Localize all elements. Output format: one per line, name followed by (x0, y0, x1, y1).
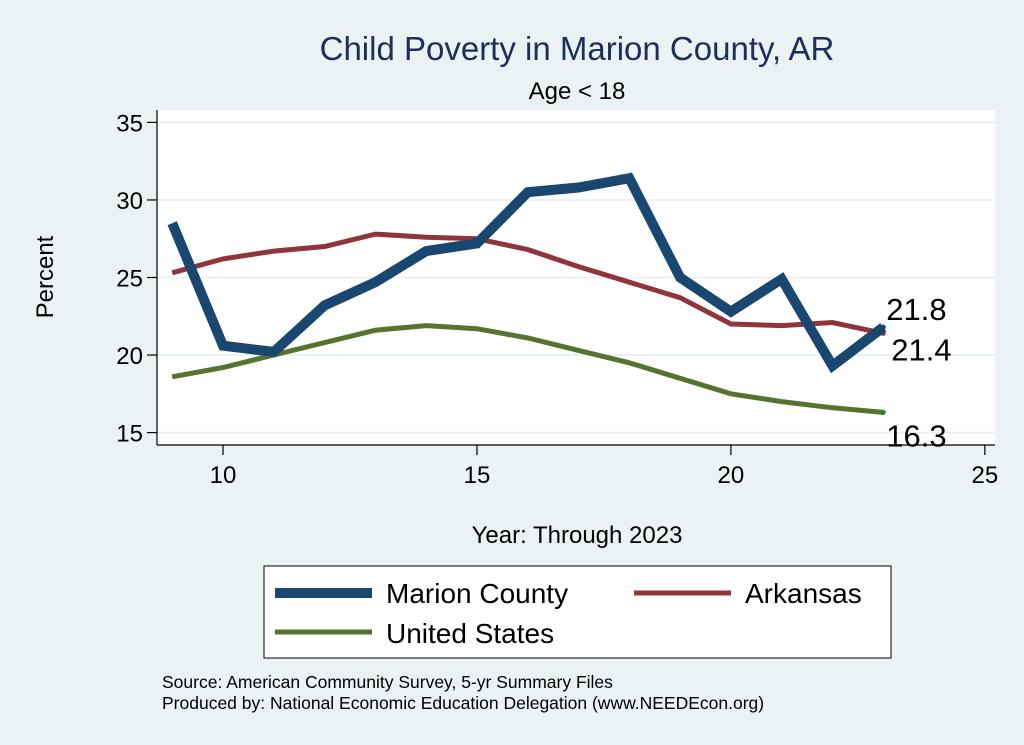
x-tick-label: 10 (210, 462, 237, 489)
y-axis-label: Percent (32, 235, 59, 318)
series-line-marion-county (167, 172, 887, 374)
legend-label-united-states: United States (386, 618, 554, 649)
gridlines (157, 121, 995, 434)
end-label-united-states: 16.3 (886, 418, 946, 453)
x-tick-label: 20 (718, 462, 745, 489)
legend-label-marion-county: Marion County (386, 578, 568, 609)
legend-box (263, 565, 892, 659)
series-line-arkansas (171, 231, 884, 336)
end-point-marion-county (880, 324, 886, 330)
y-tick-label: 25 (116, 266, 143, 293)
axes: 15 20 25 30 35 10 15 20 25 (116, 110, 998, 489)
series-line-united-states (171, 323, 884, 415)
end-label-arkansas: 21.4 (891, 332, 951, 367)
x-tick-label: 15 (464, 462, 491, 489)
chart-title: Child Poverty in Marion County, AR (320, 30, 835, 67)
legend-label-arkansas: Arkansas (745, 578, 862, 609)
chart-subtitle: Age < 18 (529, 78, 626, 105)
y-tick-label: 20 (116, 343, 143, 370)
produced-by-note: Produced by: National Economic Education… (162, 693, 764, 713)
end-labels: 21.8 21.4 16.3 (886, 292, 951, 453)
x-tick-label: 25 (971, 462, 998, 489)
y-tick-label: 30 (116, 188, 143, 215)
y-tick-label: 15 (116, 421, 143, 448)
end-point-united-states (880, 409, 886, 415)
source-note: Source: American Community Survey, 5-yr … (162, 672, 613, 692)
y-tick-label: 35 (116, 110, 143, 137)
series-group (167, 172, 887, 415)
end-label-marion-county: 21.8 (886, 292, 946, 327)
x-axis-label: Year: Through 2023 (472, 522, 683, 549)
